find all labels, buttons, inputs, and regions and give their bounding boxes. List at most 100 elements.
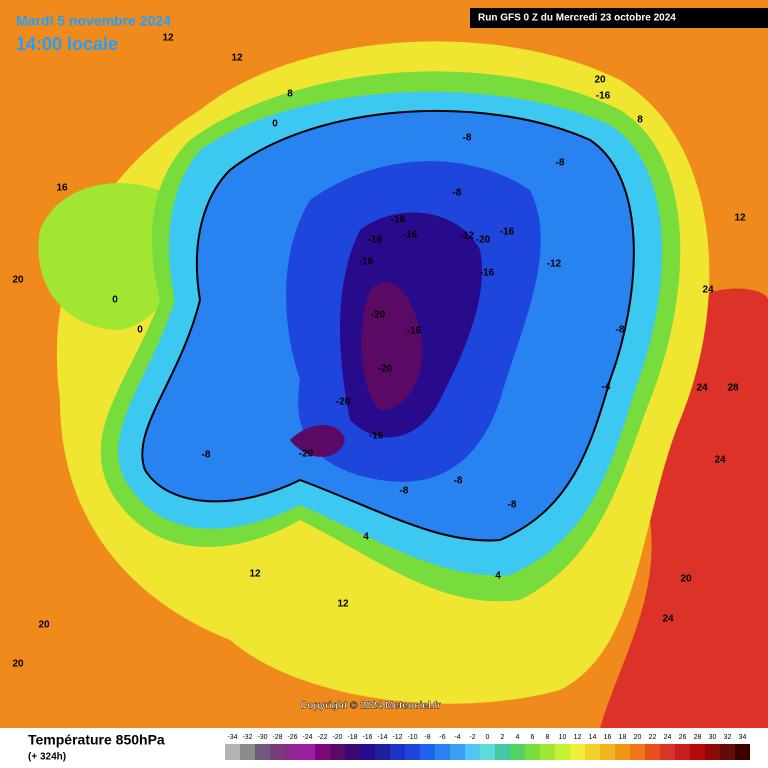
- colorbar-label: 16: [604, 734, 612, 741]
- contour-label: 12: [231, 53, 243, 64]
- colorbar-label: -18: [347, 734, 357, 741]
- contour-label: -16: [403, 230, 418, 241]
- field-name: Température 850hPa: [28, 732, 165, 748]
- colorbar-cell: [465, 744, 480, 760]
- colorbar-label: 2: [501, 734, 505, 741]
- contour-label: -16: [596, 91, 611, 102]
- colorbar-label: 20: [634, 734, 642, 741]
- colorbar-cell: [600, 744, 615, 760]
- contour-label: -8: [453, 188, 462, 199]
- valid-date: Mardi 5 novembre 2024: [16, 13, 171, 29]
- contour-label: -12: [460, 231, 475, 242]
- contour-label: -8: [556, 158, 565, 169]
- colorbar-label: -28: [272, 734, 282, 741]
- contour-label: 24: [714, 455, 726, 466]
- colorbar-cell: [630, 744, 645, 760]
- colorbar-cell: [525, 744, 540, 760]
- colorbar-label: 18: [619, 734, 627, 741]
- contour-label: 4: [363, 532, 369, 543]
- colorbar-cell: [360, 744, 375, 760]
- colorbar-label: -22: [317, 734, 327, 741]
- colorbar-cell: [645, 744, 660, 760]
- contour-label: 0: [112, 295, 118, 306]
- colorbar-cell: [240, 744, 255, 760]
- colorbar-label: -14: [377, 734, 387, 741]
- contour-label: 16: [56, 183, 68, 194]
- colorbar-cell: [495, 744, 510, 760]
- contour-label: -12: [547, 259, 562, 270]
- contour-label: 28: [727, 383, 739, 394]
- contour-label: -8: [616, 325, 625, 336]
- colorbar-label: -16: [362, 734, 372, 741]
- contour-label: -8: [508, 500, 517, 511]
- run-info: Run GFS 0 Z du Mercredi 23 octobre 2024: [478, 13, 676, 24]
- contour-label: 12: [249, 569, 261, 580]
- contour-label: 24: [702, 285, 714, 296]
- contour-label: 12: [734, 213, 746, 224]
- contour-label: 20: [12, 659, 24, 670]
- contour-label: -8: [463, 133, 472, 144]
- contour-label: -8: [400, 486, 409, 497]
- colorbar-label: 8: [546, 734, 550, 741]
- contour-label: -16: [407, 326, 422, 337]
- contour-label: 24: [662, 614, 674, 625]
- colorbar-cell: [375, 744, 390, 760]
- contour-label: 12: [337, 599, 349, 610]
- contour-label: 20: [12, 275, 24, 286]
- colorbar-cell: [435, 744, 450, 760]
- colorbar-label: -2: [469, 734, 475, 741]
- colorbar-label: 32: [724, 734, 732, 741]
- run-banner: [470, 8, 768, 28]
- contour-label: -16: [359, 257, 374, 268]
- colorbar-cell: [225, 744, 240, 760]
- colorbar-label: -12: [392, 734, 402, 741]
- colorbar-label: 34: [739, 734, 747, 741]
- colorbar-label: 14: [589, 734, 597, 741]
- zone-minus-20: [361, 282, 423, 410]
- colorbar-cell: [330, 744, 345, 760]
- colorbar-cell: [585, 744, 600, 760]
- colorbar-label: 6: [531, 734, 535, 741]
- colorbar-label: -8: [424, 734, 430, 741]
- contour-label: -20: [476, 235, 491, 246]
- colorbar-label: 0: [486, 734, 490, 741]
- contour-line: [141, 109, 635, 542]
- colorbar-label: -24: [302, 734, 312, 741]
- colorbar-cell: [405, 744, 420, 760]
- contour-label: 20: [680, 574, 692, 585]
- colorbar-cell: [390, 744, 405, 760]
- colorbar-cell: [615, 744, 630, 760]
- zone-minus-20-b: [290, 425, 345, 457]
- colorbar-label: 26: [679, 734, 687, 741]
- colorbar-label: 22: [649, 734, 657, 741]
- contour-label: 0: [272, 119, 278, 130]
- colorbar-cell: [285, 744, 300, 760]
- colorbar-label: -26: [287, 734, 297, 741]
- contour-label: 24: [696, 383, 708, 394]
- colorbar-cell: [345, 744, 360, 760]
- colorbar-cell: [315, 744, 330, 760]
- contour-label: -20: [299, 449, 314, 460]
- colorbar-label: 12: [574, 734, 582, 741]
- colorbar-label: -20: [332, 734, 342, 741]
- contour-label: 0: [137, 325, 143, 336]
- colorbar-cell: [735, 744, 750, 760]
- copyright: Copyright © 2024 Meteociel.fr: [300, 701, 441, 712]
- colorbar-cell: [720, 744, 735, 760]
- contour-label: -16: [500, 227, 515, 238]
- colorbar-label: 30: [709, 734, 717, 741]
- lead-time: (+ 324h): [28, 752, 66, 763]
- colorbar-cell: [705, 744, 720, 760]
- colorbar-label: -34: [227, 734, 237, 741]
- contour-label: 8: [637, 115, 643, 126]
- colorbar-label: -10: [407, 734, 417, 741]
- colorbar-label: 10: [559, 734, 567, 741]
- colorbar-cell: [450, 744, 465, 760]
- colorbar-cell: [420, 744, 435, 760]
- contour-label: -20: [336, 397, 351, 408]
- colorbar-cell: [540, 744, 555, 760]
- colorbar-cell: [675, 744, 690, 760]
- contour-label: -16: [368, 235, 383, 246]
